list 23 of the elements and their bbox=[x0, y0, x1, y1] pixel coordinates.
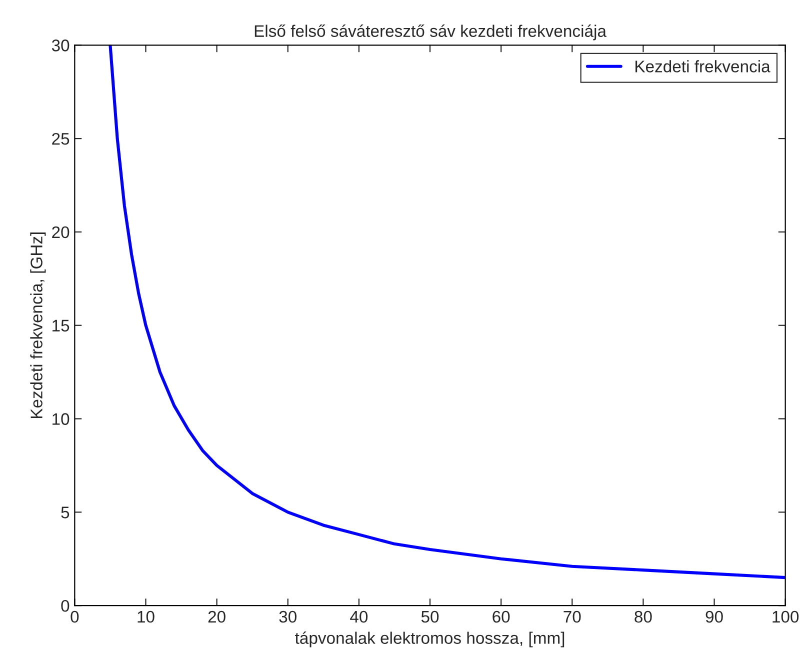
y-tick-label: 20 bbox=[52, 226, 70, 238]
y-tick-label: 5 bbox=[61, 506, 70, 518]
line-series bbox=[108, 45, 786, 580]
y-tick-label: 15 bbox=[52, 320, 70, 332]
x-tick-label: 0 bbox=[70, 610, 79, 623]
y-tick-label: 0 bbox=[61, 600, 70, 612]
y-tick-label: 25 bbox=[52, 132, 70, 145]
chart-title: Első felső sáváteresztő sáv kezdeti frekvenciája bbox=[254, 24, 606, 40]
x-tick-label: 50 bbox=[421, 610, 439, 623]
x-tick-label: 60 bbox=[492, 610, 510, 623]
x-axis-title: tápvonalak elektromos hossza, [mm] bbox=[295, 632, 564, 648]
x-tick-label: 80 bbox=[634, 610, 652, 623]
x-tick-label: 90 bbox=[706, 610, 723, 623]
x-tick-label: 40 bbox=[350, 610, 368, 623]
x-tick-label: 100 bbox=[772, 610, 799, 623]
x-tick-label: 30 bbox=[279, 610, 296, 623]
y-tick-label: 10 bbox=[52, 413, 70, 425]
y-axis-title: Kezdeti frekvencia, [GHz] bbox=[30, 232, 46, 418]
legend-label: Kezdeti frekvencia bbox=[636, 60, 770, 72]
x-tick-label: 70 bbox=[564, 610, 581, 623]
x-tick-label: 20 bbox=[208, 610, 226, 623]
y-tick-label: 30 bbox=[52, 40, 70, 52]
x-tick-label: 10 bbox=[138, 610, 154, 623]
